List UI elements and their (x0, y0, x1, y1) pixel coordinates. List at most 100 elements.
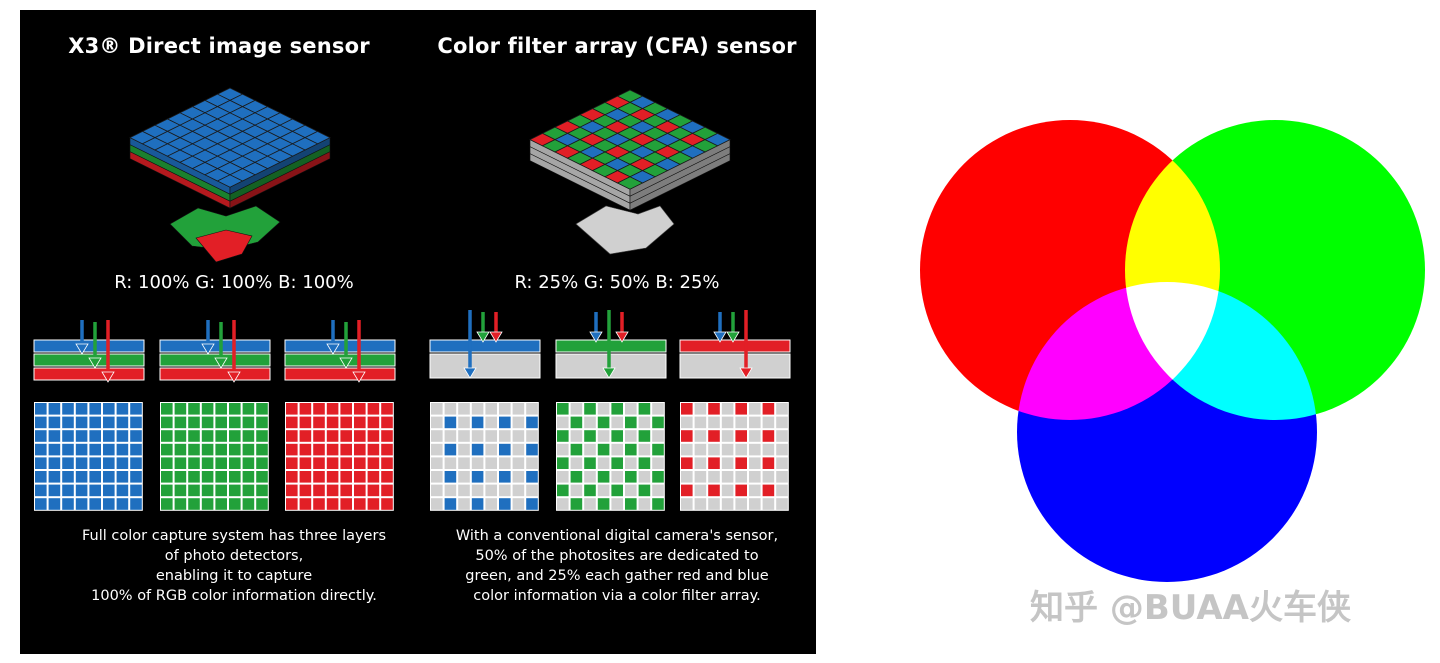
x3-blue-grid-cell (103, 498, 115, 510)
cfa-blue-grid-cell (471, 403, 484, 415)
cfa-green-grid-cell (557, 403, 569, 415)
cfa-blue-grid-cell (431, 443, 443, 456)
x3-blue-grid-cell (130, 443, 142, 456)
x3-green-grid-cell (242, 443, 255, 456)
x3-blue-grid-cell (130, 403, 142, 415)
x3-blue-grid-cell (75, 484, 88, 497)
x3-red-grid-cell (326, 498, 339, 510)
x3-green-grid-cell (201, 471, 214, 483)
x3-blue-grid-cell (75, 498, 88, 510)
cfa-green-grid-cell (557, 471, 569, 483)
x3-red-grid-cell (354, 430, 366, 442)
sensor-comparison-panel: X3® Direct image sensor Color filter arr… (20, 10, 816, 654)
cfa-red-grid-cell (735, 498, 747, 510)
x3-green-grid-cell (229, 498, 241, 510)
cfa-green-grid-cell (652, 430, 664, 442)
x3-blue-grid-cell (35, 443, 47, 456)
x3-red-grid-cell (354, 403, 366, 415)
x3-red-grid-cell (381, 471, 393, 483)
x3-blue-grid-cell (75, 403, 88, 415)
x3-blue-grid-cell (89, 430, 101, 442)
x3-green-grid-cell (201, 484, 214, 497)
cfa-blue-grid-cell (526, 457, 538, 469)
x3-green-grid-cell (256, 416, 268, 429)
x3-green-grid-cell (161, 403, 173, 415)
cfa-red-grid-cell (681, 498, 693, 510)
cfa-red-grid-cell (721, 498, 734, 510)
x3-blue-grid-cell (116, 471, 129, 483)
cfa-red-grid-cell (721, 403, 734, 415)
cfa-blue-grid-cell (512, 416, 525, 429)
x3-green-grid-cell (215, 471, 227, 483)
x3-blue-grid-cell (62, 443, 74, 456)
cfa-green-grid-cell (611, 471, 623, 483)
cfa-green-grid-cell (557, 430, 569, 442)
cfa-green-grid-cell (597, 457, 610, 469)
cfa-blue-grid-cell (499, 403, 511, 415)
cfa-blue-grid-cell (499, 484, 511, 497)
x3-light-arrow-red-head (101, 371, 115, 383)
x3-light-arrow-blue-head (75, 343, 89, 355)
cfa-blue-grid-cell (471, 416, 484, 429)
x3-green-grid-cell (242, 471, 255, 483)
x3-green-grid-cell (188, 471, 200, 483)
cfa-red-grid-cell (749, 403, 761, 415)
cfa-green-grid-cell (611, 457, 623, 469)
x3-red-grid-cell (286, 498, 298, 510)
cfa-green-grid-cell (638, 484, 651, 497)
x3-green-grid-cell (201, 403, 214, 415)
x3-green-grid-cell (174, 416, 187, 429)
cfa-light-arrow-head (489, 331, 503, 343)
cfa-red-grid-cell (681, 484, 693, 497)
x3-green-grid-cell (256, 403, 268, 415)
x3-green-grid-cell (242, 403, 255, 415)
x3-blue-grid-cell (130, 416, 142, 429)
x3-blue-grid-cell (103, 484, 115, 497)
x3-blue-grid-cell (89, 471, 101, 483)
x3-blue-grid-cell (75, 430, 88, 442)
x3-red-grid-cell (367, 484, 380, 497)
x3-green-grid-cell (256, 498, 268, 510)
cfa-blue-grid-cell (512, 498, 525, 510)
x3-blue-grid-cell (62, 484, 74, 497)
x3-red-grid-cell (326, 443, 339, 456)
cfa-red-grid-cell (708, 498, 720, 510)
cfa-red-grid-cell (749, 498, 761, 510)
cfa-green-grid-cell (597, 484, 610, 497)
cfa-green-grid-cell (557, 498, 569, 510)
x3-green-grid-cell (174, 403, 187, 415)
cfa-red-grid-cell (762, 457, 775, 469)
x3-red-grid-cell (381, 457, 393, 469)
cfa-red-grid-cell (694, 457, 707, 469)
x3-green-grid-cell (188, 430, 200, 442)
x3-green-grid-cell (188, 484, 200, 497)
x3-layer-green (159, 353, 271, 367)
cfa-blue-grid-cell (471, 457, 484, 469)
x3-green-grid-cell (188, 416, 200, 429)
cfa-blue-grid-cell (485, 416, 497, 429)
cfa-blue-grid-cell (499, 498, 511, 510)
x3-red-grid-cell (326, 416, 339, 429)
x3-blue-grid-cell (48, 430, 61, 442)
x3-red-grid-cell (340, 430, 352, 442)
cfa-red-grid-cell (681, 443, 693, 456)
x3-red-grid-cell (313, 471, 325, 483)
sensor-illustrations (33, 87, 791, 511)
x3-red-grid-cell (381, 443, 393, 456)
cfa-blue-grid-cell (526, 416, 538, 429)
cfa-red-grid-cell (762, 471, 775, 483)
cfa-red-grid-cell (721, 416, 734, 429)
cfa-blue-grid-cell (526, 498, 538, 510)
x3-green-grid-cell (215, 403, 227, 415)
x3-blue-grid-cell (103, 471, 115, 483)
cfa-red-grid-cell (681, 430, 693, 442)
x3-green-grid-cell (229, 430, 241, 442)
x3-blue-grid-cell (35, 498, 47, 510)
x3-green-grid-cell (201, 498, 214, 510)
cfa-blue-grid-cell (444, 471, 457, 483)
cfa-light-arrow-head (615, 331, 629, 343)
x3-green-grid-cell (174, 471, 187, 483)
x3-red-grid-cell (340, 457, 352, 469)
cfa-blue-grid-cell (499, 457, 511, 469)
cfa-filter-layer (555, 339, 667, 353)
